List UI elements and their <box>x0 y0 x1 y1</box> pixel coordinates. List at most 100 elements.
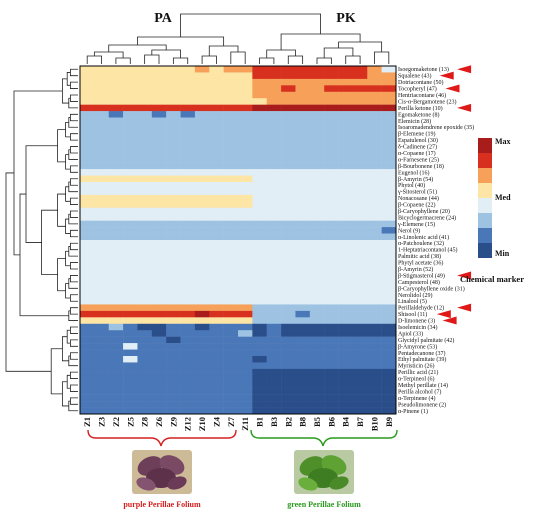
column-label: Z6 <box>154 417 164 427</box>
heatmap-cell <box>367 182 382 189</box>
heatmap-cell <box>151 310 167 318</box>
heatmap-cell <box>194 130 210 138</box>
heatmap-cell <box>338 285 354 292</box>
heatmap-cell <box>281 162 296 170</box>
heatmap-cell <box>137 66 153 73</box>
heatmap-cell <box>281 156 296 163</box>
heatmap-cell <box>209 117 224 125</box>
heatmap-cell <box>367 336 382 344</box>
heatmap-cell <box>194 207 210 215</box>
column-label: B9 <box>384 417 394 427</box>
heatmap-cell <box>381 265 397 273</box>
heatmap-cell <box>338 401 354 408</box>
heatmap-cell <box>352 149 368 157</box>
heatmap-cell <box>295 265 311 273</box>
heatmap-cell <box>252 104 267 112</box>
heatmap-cell <box>281 220 296 228</box>
heatmap-cell <box>151 259 167 267</box>
heatmap-cell <box>238 143 253 151</box>
heatmap-cell <box>266 240 282 247</box>
heatmap-cell <box>94 298 109 305</box>
heatmap-cell <box>151 182 167 189</box>
heatmap-cell <box>180 175 196 183</box>
heatmap-cell <box>194 188 210 196</box>
heatmap-cell <box>338 72 354 80</box>
heatmap-cell <box>180 252 196 260</box>
heatmap-cell <box>80 201 95 209</box>
heatmap-cell <box>238 240 253 247</box>
heatmap-cell <box>80 368 95 376</box>
row-label: α-Farnesene (25) <box>398 156 439 163</box>
heatmap-cell <box>352 201 368 209</box>
color-scale-legend: Max Med Min <box>478 137 511 258</box>
dendrogram-branch <box>345 55 361 64</box>
heatmap-cell <box>252 233 267 241</box>
heatmap-cell <box>166 149 181 157</box>
heatmap-cell <box>209 220 224 228</box>
heatmap-cell <box>266 246 282 254</box>
heatmap-cell <box>180 310 196 318</box>
heatmap-cell <box>381 336 397 344</box>
dendrogram-branch <box>70 133 78 141</box>
heatmap-cell <box>180 124 196 131</box>
heatmap-cell <box>151 317 167 325</box>
heatmap-cell <box>338 272 354 279</box>
heatmap-cell <box>80 104 95 112</box>
dendrogram-branch <box>5 172 52 372</box>
heatmap-cell <box>338 194 354 202</box>
heatmap-cell <box>367 259 382 267</box>
heatmap-cell <box>381 130 397 138</box>
heatmap-cell <box>151 272 167 279</box>
heatmap-cell <box>166 214 181 221</box>
heatmap-cell <box>381 272 397 279</box>
heatmap-cell <box>180 304 196 312</box>
heatmap-cell <box>324 265 339 273</box>
heatmap-cell <box>94 111 109 118</box>
heatmap-cell <box>194 407 210 415</box>
heatmap-cell <box>281 304 296 312</box>
heatmap-cell <box>338 66 354 73</box>
row-label: Egomaketone (8) <box>398 111 439 118</box>
row-label: Perillic acid (21) <box>398 369 438 376</box>
heatmap-cell <box>238 349 253 357</box>
heatmap-cell <box>194 349 210 357</box>
heatmap-cell <box>223 285 239 292</box>
heatmap-cell <box>123 162 138 170</box>
heatmap-cell <box>123 394 138 402</box>
dendrogram-branch <box>323 47 354 58</box>
heatmap-cell <box>151 362 167 370</box>
heatmap-cell <box>209 233 224 241</box>
heatmap-cell <box>309 394 325 402</box>
heatmap-cell <box>252 323 267 331</box>
row-label: δ-Cadinene (27) <box>398 144 437 151</box>
heatmap-cell <box>166 156 181 163</box>
heatmap-cell <box>238 336 253 344</box>
row-label: β-Caryophyllene oxide (31) <box>398 285 465 292</box>
heatmap-cell <box>223 265 239 273</box>
heatmap-cell <box>252 66 267 73</box>
heatmap-cell <box>108 143 124 151</box>
heatmap-cell <box>194 285 210 292</box>
heatmap-cell <box>281 227 296 234</box>
heatmap-cell <box>108 98 124 105</box>
heatmap-cell <box>151 201 167 209</box>
dendrogram-branch <box>70 242 78 251</box>
heatmap-cell <box>209 66 224 73</box>
heatmap-cell <box>151 98 167 105</box>
heatmap-cell <box>252 336 267 344</box>
heatmap-cell <box>94 98 109 105</box>
heatmap-cell <box>123 246 138 254</box>
heatmap-cell <box>94 356 109 363</box>
heatmap-cell <box>137 323 153 331</box>
heatmap-cell <box>108 111 124 118</box>
heatmap-cell <box>381 220 397 228</box>
dendrogram-branch <box>70 178 78 186</box>
heatmap-cell <box>238 104 253 112</box>
heatmap-cell <box>108 272 124 279</box>
heatmap-cell <box>266 78 282 86</box>
heatmap-cell <box>295 156 311 163</box>
heatmap-cell <box>209 407 224 415</box>
heatmap-cell <box>94 201 109 209</box>
heatmap-cell <box>94 388 109 395</box>
dendrogram-branch <box>144 54 160 64</box>
